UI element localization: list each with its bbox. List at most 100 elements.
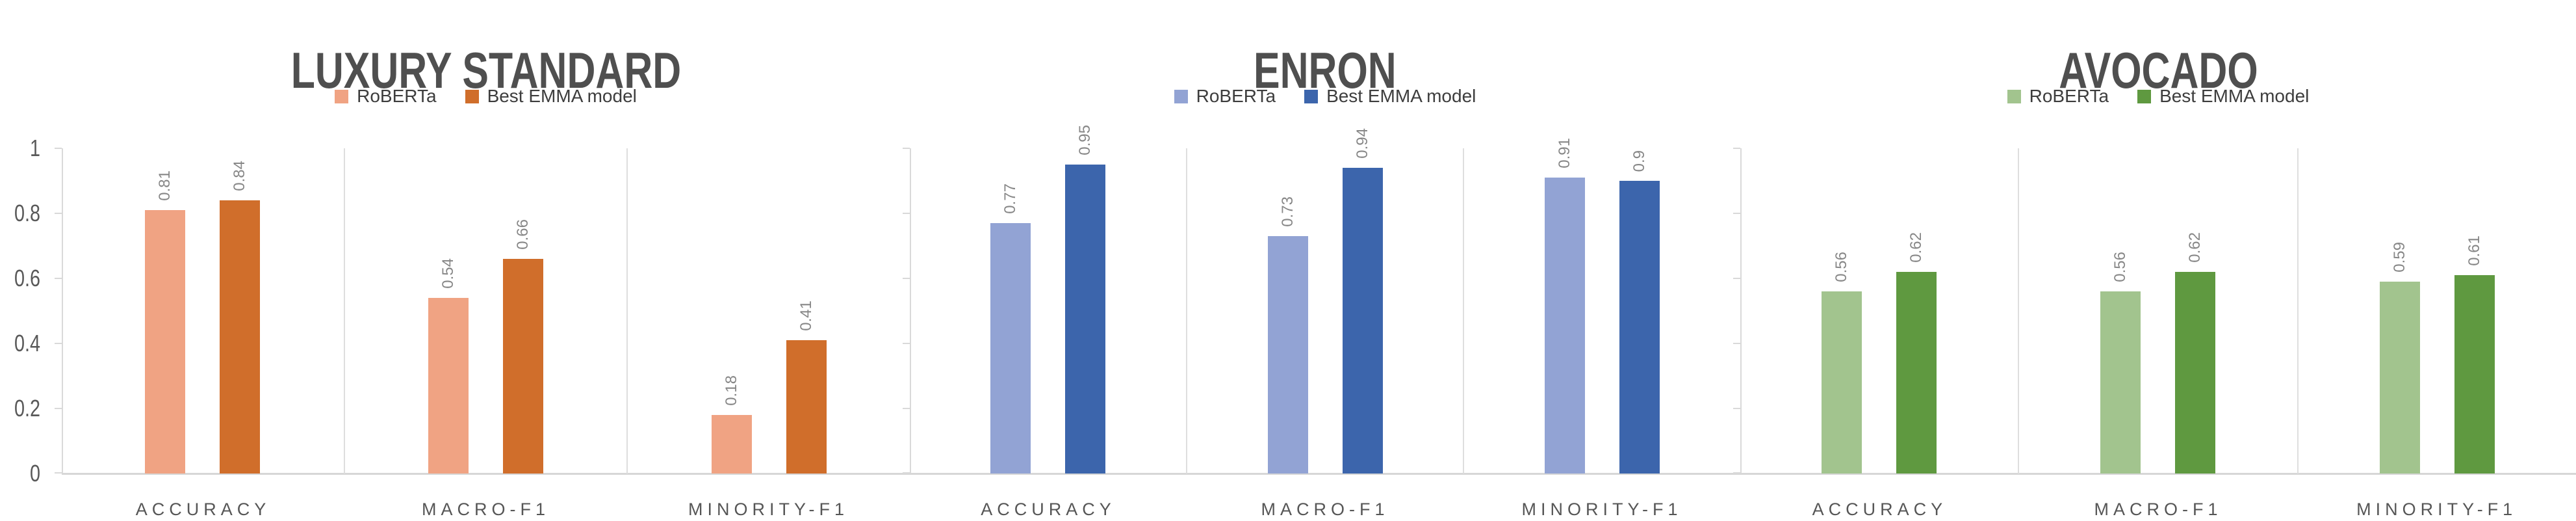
value-label: 0.81 [156, 170, 174, 201]
value-label: 0.18 [722, 375, 740, 406]
category-group-macro-f1: 0.73 0.94 [1187, 128, 1465, 474]
bar-best-emma-macro-f1: 0.94 [1342, 128, 1383, 474]
x-axis-baseline [910, 473, 1740, 475]
chart-panel-enron: ENRON RoBERTa Best EMMA model [903, 0, 1740, 521]
category-label: ACCURACY [981, 500, 1116, 519]
legend-item-roberta: RoBERTa [1174, 86, 1276, 107]
category-group-minority-f1: 0.18 0.41 [628, 148, 910, 474]
legend-item-roberta: RoBERTa [2007, 86, 2109, 107]
category-group-macro-f1: 0.54 0.66 [345, 148, 628, 474]
category-axis: ACCURACY MACRO-F1 MINORITY-F1 [910, 500, 1740, 520]
value-label: 0.59 [2390, 242, 2408, 273]
chart-title: ENRON [910, 44, 1740, 98]
value-label: 0.62 [1907, 232, 1926, 263]
legend-swatch [1174, 89, 1188, 103]
legend-label: RoBERTa [2029, 86, 2109, 106]
y-axis-line [62, 148, 63, 474]
x-axis-baseline [62, 473, 910, 475]
legend: RoBERTa Best EMMA model [62, 86, 910, 107]
value-label: 0.62 [2186, 232, 2204, 263]
legend-label: Best EMMA model [2159, 86, 2310, 106]
y-axis-labels: 1 0.8 0.6 0.4 0.2 0 [0, 135, 62, 487]
legend-label: Best EMMA model [1326, 86, 1476, 106]
legend-swatch [1304, 89, 1319, 103]
legend-swatch [335, 89, 349, 103]
y-axis-tick [1733, 472, 1740, 474]
bar-roberta-minority-f1: 0.59 [2379, 242, 2420, 474]
bar-best-emma-macro-f1: 0.66 [503, 219, 543, 474]
y-axis-tick [1733, 343, 1740, 344]
bar-roberta-accuracy: 0.77 [990, 183, 1031, 474]
chart-panel-avocado: AVOCADO RoBERTa Best EMMA model [1733, 0, 2576, 521]
value-label: 0.94 [1353, 128, 1371, 159]
category-group-minority-f1: 0.59 0.61 [2299, 148, 2576, 474]
chart-title-text: ENRON [1254, 42, 1397, 100]
x-axis-baseline [1740, 473, 2576, 475]
y-axis-tick [1733, 408, 1740, 409]
legend-swatch [2137, 89, 2152, 103]
y-tick-label: 0.4 [14, 330, 40, 356]
y-axis-tick [903, 343, 910, 344]
category-label: ACCURACY [135, 500, 271, 519]
y-axis-tick [1733, 213, 1740, 214]
plot-area: 0.81 0.84 0.54 0.66 0.18 [55, 148, 910, 475]
y-axis-tick [903, 472, 910, 474]
value-label: 0.56 [1833, 252, 1851, 282]
y-axis-tick [903, 278, 910, 279]
bar-roberta-macro-f1: 0.73 [1267, 196, 1308, 474]
y-axis-tick [1733, 148, 1740, 149]
category-groups: 0.56 0.62 0.56 0.62 0.59 [1740, 148, 2576, 474]
legend-swatch [465, 89, 479, 103]
y-tick-label: 1 [29, 135, 40, 161]
y-axis-tick [55, 343, 62, 344]
bar-roberta-macro-f1: 0.56 [2100, 252, 2141, 474]
value-label: 0.84 [231, 161, 249, 191]
legend-swatch [2007, 89, 2021, 103]
category-label: MINORITY-F1 [1521, 500, 1682, 519]
bar-best-emma-accuracy: 0.95 [1064, 125, 1105, 474]
y-tick-label: 0.6 [14, 265, 40, 291]
bar-roberta-accuracy: 0.56 [1822, 252, 1862, 474]
y-axis-tick [55, 213, 62, 214]
bar-best-emma-accuracy: 0.84 [220, 161, 261, 474]
value-label: 0.66 [514, 219, 532, 250]
bar-best-emma-macro-f1: 0.62 [2175, 232, 2216, 474]
chart-title: LUXURY STANDARD [62, 44, 910, 98]
y-axis-tick [903, 213, 910, 214]
category-label: ACCURACY [1812, 500, 1948, 519]
legend-item-roberta: RoBERTa [335, 86, 437, 107]
y-axis-tick [1733, 278, 1740, 279]
legend-label: RoBERTa [357, 86, 437, 106]
y-axis-tick [903, 408, 910, 409]
plot-area: 0.56 0.62 0.56 0.62 0.59 [1733, 148, 2576, 475]
category-group-accuracy: 0.77 0.95 [910, 125, 1187, 474]
y-axis-tick [903, 148, 910, 149]
y-axis-line [1740, 148, 1742, 474]
category-groups: 0.77 0.95 0.73 0.94 0.91 [910, 125, 1740, 474]
category-groups: 0.81 0.84 0.54 0.66 0.18 [62, 148, 910, 474]
legend-item-best-emma: Best EMMA model [2137, 86, 2309, 107]
value-label: 0.41 [797, 301, 815, 331]
bar-best-emma-minority-f1: 0.9 [1619, 150, 1660, 474]
legend: RoBERTa Best EMMA model [910, 86, 1740, 107]
bar-roberta-minority-f1: 0.91 [1545, 138, 1586, 474]
category-group-accuracy: 0.81 0.84 [62, 148, 345, 474]
bar-roberta-accuracy: 0.81 [145, 170, 186, 474]
y-axis-tick [55, 148, 62, 149]
legend: RoBERTa Best EMMA model [1740, 86, 2576, 107]
chart-title: AVOCADO [1740, 44, 2576, 98]
value-label: 0.56 [2111, 252, 2130, 282]
category-label: MACRO-F1 [2094, 500, 2222, 519]
category-label: MINORITY-F1 [2356, 500, 2518, 519]
chart-panel-luxury-standard: LUXURY STANDARD RoBERTa Best EMMA model … [0, 0, 910, 521]
category-group-minority-f1: 0.91 0.9 [1464, 138, 1740, 474]
y-tick-label: 0.8 [14, 200, 40, 226]
y-tick-label: 0.2 [14, 395, 40, 421]
category-label: MACRO-F1 [422, 500, 550, 519]
bar-best-emma-accuracy: 0.62 [1896, 232, 1937, 474]
category-axis: ACCURACY MACRO-F1 MINORITY-F1 [1740, 500, 2576, 520]
value-label: 0.95 [1075, 125, 1094, 155]
legend-label: RoBERTa [1196, 86, 1276, 106]
bar-best-emma-minority-f1: 0.61 [2454, 235, 2495, 474]
